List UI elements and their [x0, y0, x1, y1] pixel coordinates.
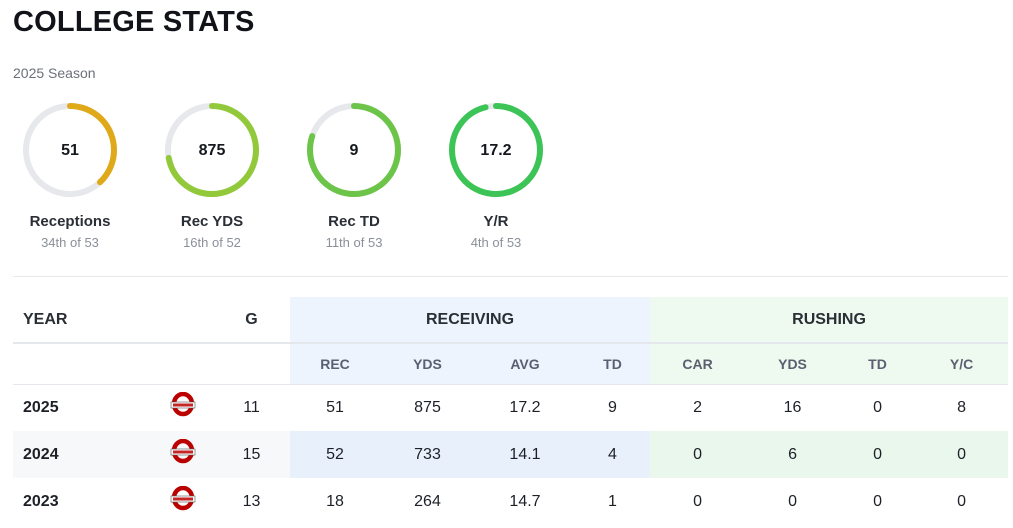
cell-rec-td: 4 [575, 431, 651, 478]
header-car[interactable]: CAR [650, 342, 746, 385]
cell-car: 0 [650, 431, 746, 478]
header-logo [153, 297, 213, 343]
cell-year: 2023 [23, 492, 59, 510]
header-rec-td[interactable]: TD [575, 342, 651, 385]
header-games[interactable]: G [245, 310, 258, 328]
table-group-header: YEAR G RECEIVING RUSHING [13, 297, 1009, 343]
header-rec[interactable]: REC [290, 342, 380, 385]
table-row: 2024 15 52 733 14.1 4 0 6 0 0 [13, 431, 1009, 478]
cell-rush-yds: 16 [745, 384, 841, 431]
sub-header-empty [153, 342, 213, 385]
cell-rec-td: 9 [575, 384, 651, 431]
gauge-ring [23, 103, 117, 197]
season-label: 2025 Season [13, 65, 96, 81]
ohio-state-logo-icon [170, 392, 196, 423]
gauge-rec-yds: 875 Rec YDS 16th of 52 [142, 100, 282, 250]
gauge-label: Rec YDS [180, 213, 244, 230]
header-rush-td[interactable]: TD [840, 342, 916, 385]
sub-header-empty [13, 342, 153, 385]
header-rec-yds[interactable]: YDS [380, 342, 475, 385]
cell-rush-td: 0 [840, 478, 916, 525]
gauge-label: Receptions [29, 213, 111, 230]
cell-rush-td: 0 [840, 384, 916, 431]
stats-table-container: YEAR G RECEIVING RUSHING REC YDS AVG TD … [13, 297, 1009, 525]
cell-rec: 51 [290, 384, 380, 431]
header-year[interactable]: YEAR [23, 310, 68, 328]
cell-rec: 52 [290, 431, 380, 478]
cell-rec-yds: 264 [380, 478, 475, 525]
cell-games: 15 [213, 431, 290, 478]
page-title: COLLEGE STATS [13, 6, 255, 38]
cell-avg: 14.1 [475, 431, 575, 478]
team-logo-cell [153, 478, 213, 525]
header-avg[interactable]: AVG [475, 342, 575, 385]
gauge-arc [23, 103, 117, 197]
gauge-yards-per-reception: 17.2 Y/R 4th of 53 [426, 100, 566, 250]
cell-car: 0 [650, 478, 746, 525]
cell-rush-yds: 0 [745, 478, 841, 525]
table-row: 2023 13 18 264 14.7 1 0 0 0 0 [13, 478, 1009, 525]
stat-gauges: 51 Receptions 34th of 53 875 Rec YDS 16t… [0, 100, 1013, 260]
gauge-rank: 34th of 53 [41, 235, 99, 250]
gauge-value: 51 [61, 142, 79, 159]
table-row: 2025 11 51 875 17.2 9 2 16 0 8 [13, 384, 1009, 431]
cell-games: 13 [242, 492, 261, 510]
header-rush-yds[interactable]: YDS [745, 342, 841, 385]
cell-yc: 0 [915, 478, 1009, 525]
ohio-state-logo-icon [170, 485, 196, 517]
ohio-state-logo-icon [170, 438, 196, 470]
table-sub-header: REC YDS AVG TD CAR YDS TD Y/C [13, 342, 1009, 385]
gauge-ring [165, 103, 259, 197]
cell-avg: 14.7 [475, 478, 575, 525]
gauge-arc [307, 103, 401, 197]
gauge-label: Y/R [483, 213, 509, 230]
section-divider [13, 276, 1008, 277]
cell-games: 11 [243, 398, 260, 416]
gauge-arc [449, 103, 543, 197]
header-rushing: RUSHING [650, 297, 1009, 343]
cell-avg: 17.2 [475, 384, 575, 431]
gauge-rank: 4th of 53 [470, 235, 522, 250]
header-receiving: RECEIVING [290, 297, 651, 343]
gauge-rec-td: 9 Rec TD 11th of 53 [284, 100, 424, 250]
cell-rec-yds: 875 [380, 384, 475, 431]
cell-rec: 18 [290, 478, 380, 525]
cell-yc: 0 [915, 431, 1009, 478]
cell-rec-td: 1 [575, 478, 651, 525]
header-yc[interactable]: Y/C [915, 342, 1009, 385]
gauge-arc [165, 103, 259, 197]
cell-rush-td: 0 [840, 431, 916, 478]
cell-year: 2024 [13, 431, 153, 478]
sub-header-empty [213, 342, 290, 385]
gauge-receptions: 51 Receptions 34th of 53 [0, 100, 140, 250]
team-logo-cell [153, 384, 213, 431]
cell-year: 2025 [23, 398, 59, 416]
gauge-label: Rec TD [328, 213, 380, 230]
gauge-value: 875 [198, 142, 226, 159]
stats-table: YEAR G RECEIVING RUSHING REC YDS AVG TD … [13, 297, 1009, 525]
cell-rush-yds: 6 [745, 431, 841, 478]
gauge-value: 9 [349, 142, 359, 159]
cell-car: 2 [650, 384, 746, 431]
gauge-value: 17.2 [480, 142, 512, 159]
gauge-rank: 16th of 52 [183, 235, 241, 250]
gauge-rank: 11th of 53 [325, 235, 383, 250]
gauge-ring [307, 103, 401, 197]
team-logo-cell [153, 431, 213, 478]
gauge-ring [449, 103, 543, 197]
cell-rec-yds: 733 [380, 431, 475, 478]
cell-yc: 8 [915, 384, 1009, 431]
